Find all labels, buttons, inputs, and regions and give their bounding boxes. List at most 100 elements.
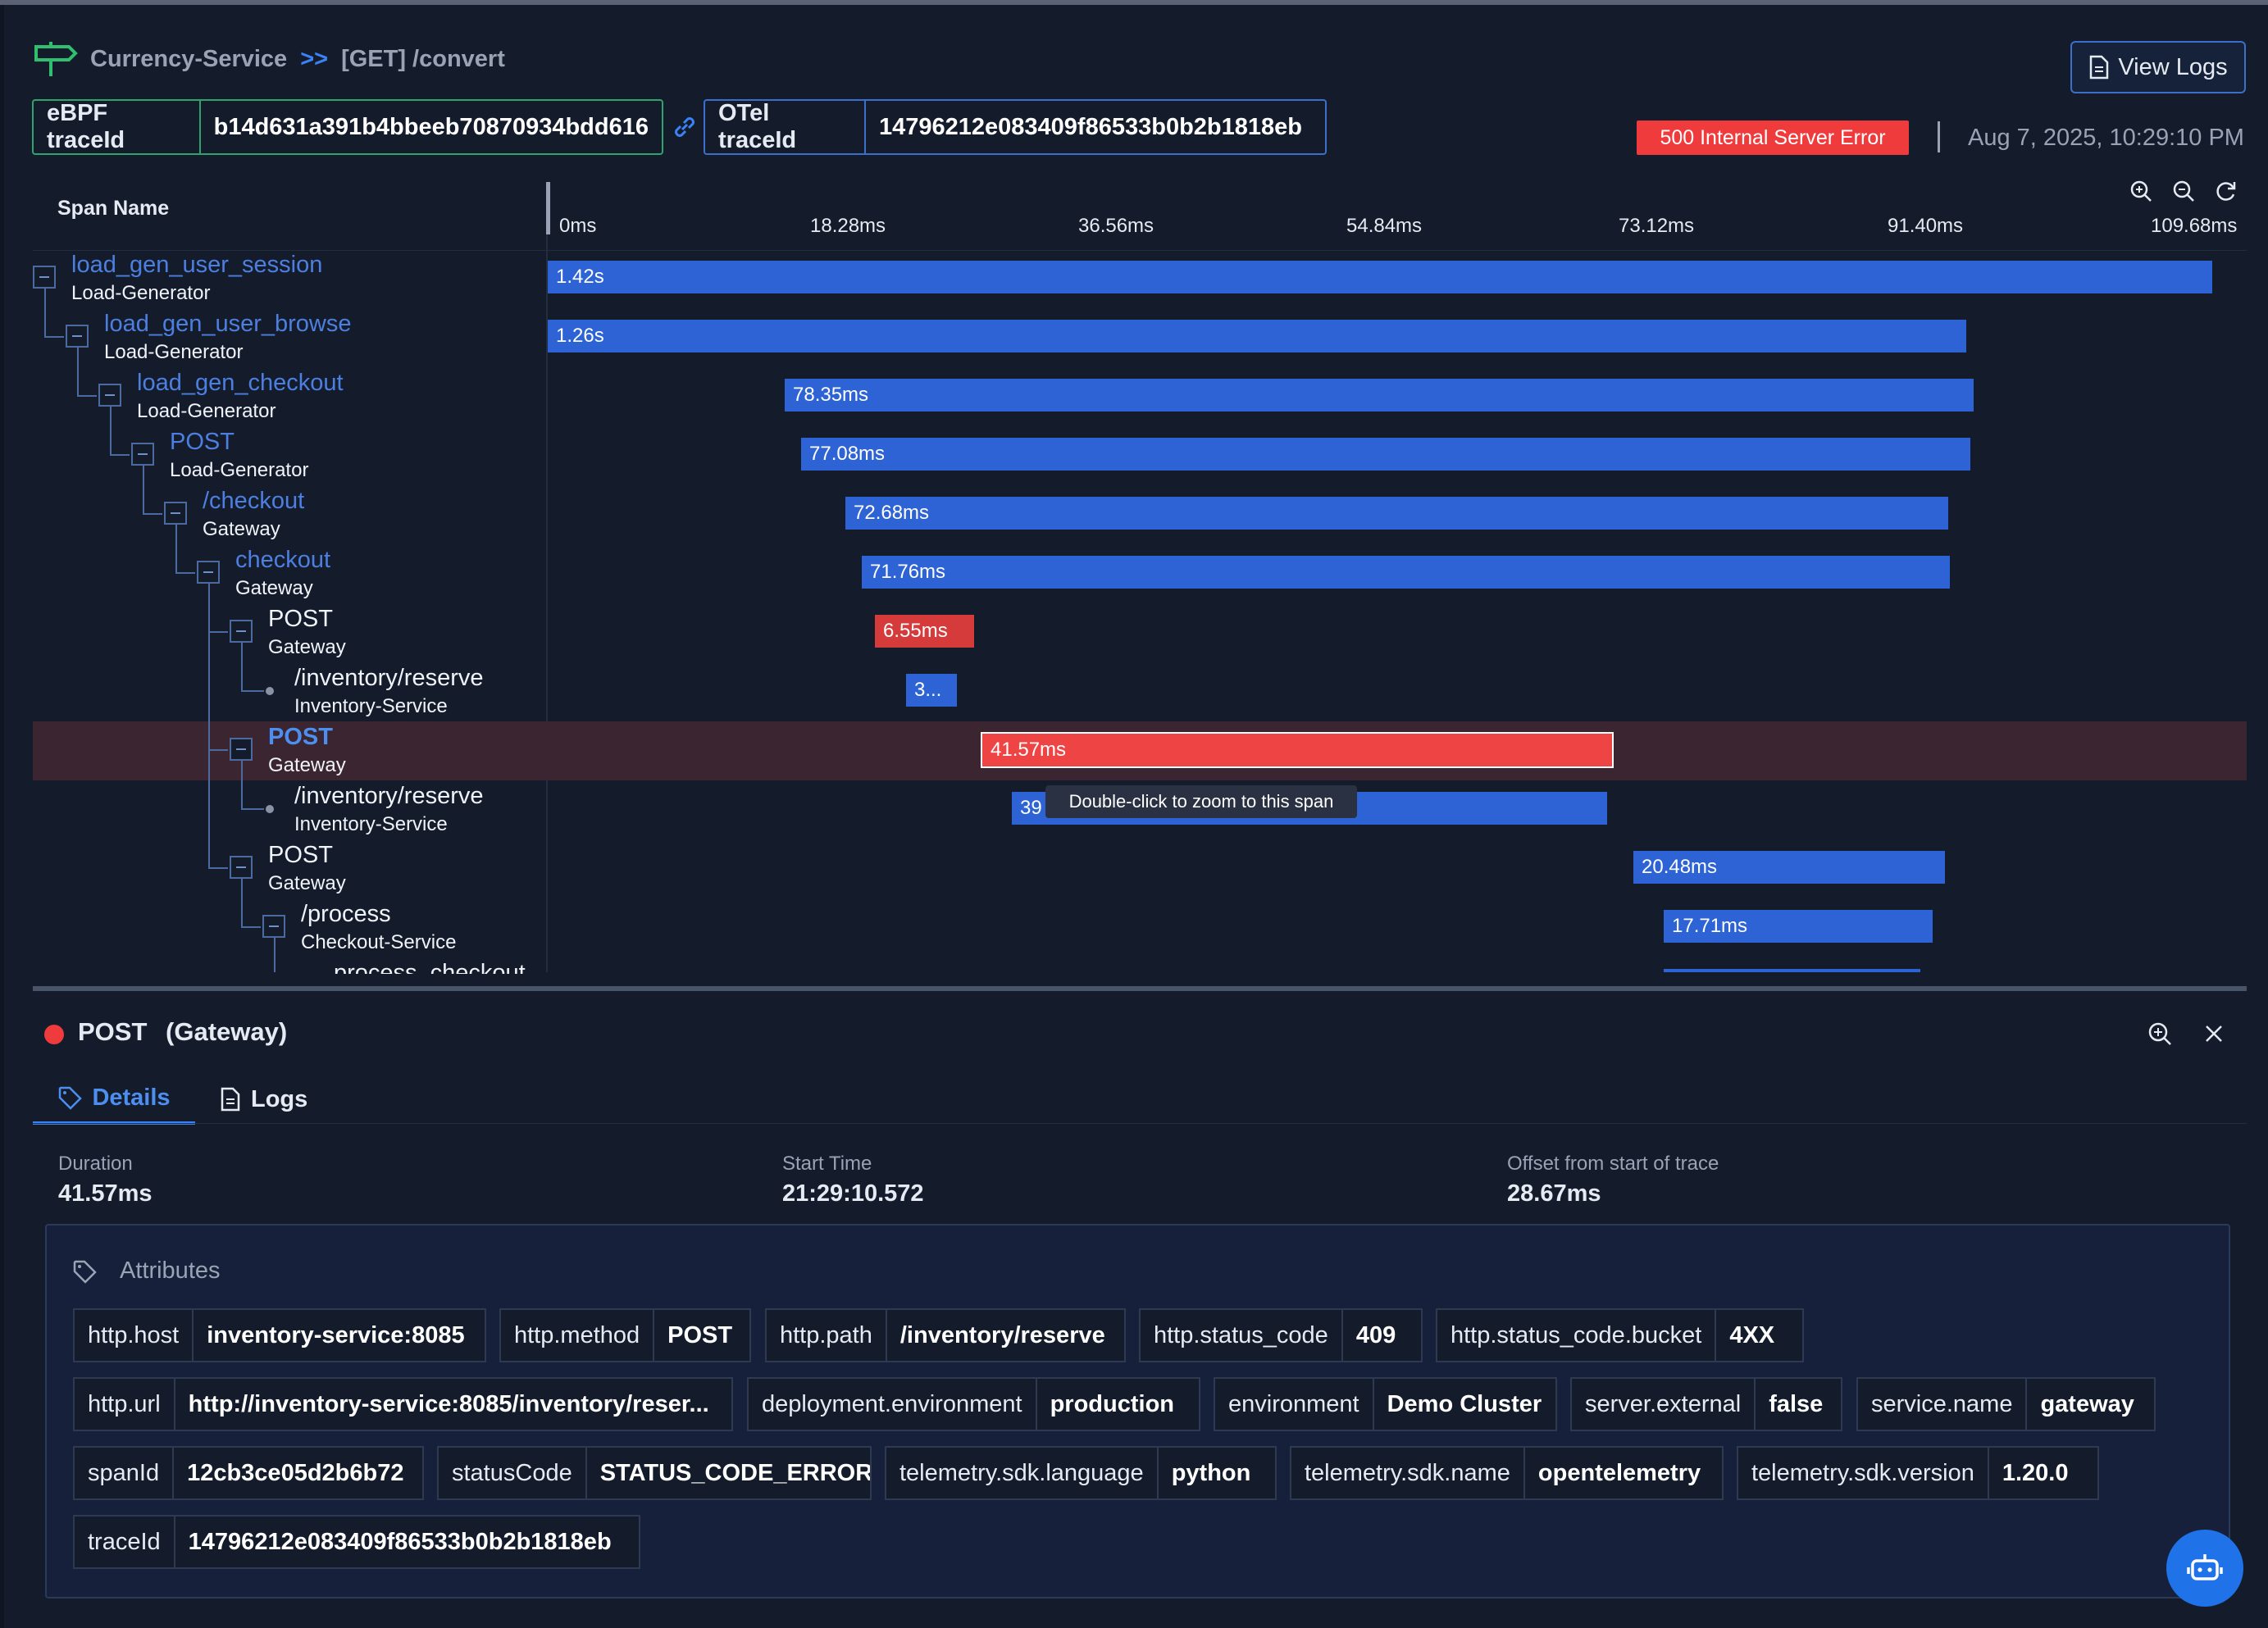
detail-span-name: POST — [78, 1017, 148, 1046]
attribute-key: environment — [1215, 1379, 1374, 1430]
timeline-tick: 73.12ms — [1619, 215, 1695, 237]
span-name[interactable]: /inventory/reserve — [294, 783, 484, 809]
otel-traceid-value[interactable]: 14796212e083409f86533b0b2b1818eb — [879, 113, 1302, 140]
attribute-chip[interactable]: server.external false — [1570, 1377, 1842, 1431]
timeline-zoom-controls — [2129, 179, 2238, 203]
robot-icon — [2187, 1554, 2223, 1580]
attribute-key: deployment.environment — [749, 1379, 1037, 1430]
zoom-in-icon[interactable] — [2129, 179, 2153, 203]
collapse-toggle[interactable] — [131, 443, 154, 466]
zoom-out-icon[interactable] — [2171, 179, 2196, 203]
attribute-chip[interactable]: http.status_code.bucket 4XX — [1436, 1308, 1804, 1362]
span-bar[interactable]: 71.76ms — [862, 556, 1950, 589]
span-name[interactable]: POST — [268, 606, 333, 632]
tab-logs[interactable]: Logs — [220, 1074, 307, 1125]
span-service: Gateway — [268, 636, 346, 658]
leaf-node-dot — [264, 685, 276, 697]
span-bar[interactable]: 6.55ms — [875, 615, 974, 648]
duration-label: Duration — [58, 1153, 133, 1175]
span-bar[interactable]: 77.08ms — [801, 438, 1970, 471]
header-divider — [1938, 121, 1940, 152]
collapse-toggle[interactable] — [230, 620, 253, 643]
attribute-chip[interactable]: http.host inventory-service:8085 — [73, 1308, 486, 1362]
attribute-key: service.name — [1858, 1379, 2028, 1430]
collapse-toggle[interactable] — [197, 561, 220, 584]
span-bar[interactable]: 1.26s — [548, 320, 1966, 352]
span-bar[interactable]: 72.68ms — [845, 497, 1948, 530]
collapse-toggle[interactable] — [230, 856, 253, 879]
collapse-toggle[interactable] — [230, 738, 253, 761]
collapse-toggle[interactable] — [33, 266, 56, 289]
span-name[interactable]: load_gen_checkout — [137, 370, 344, 396]
attribute-key: http.host — [75, 1310, 194, 1361]
span-bar[interactable]: 78.35ms — [785, 379, 1974, 412]
span-name[interactable]: POST — [268, 842, 333, 868]
selected-span-bar[interactable]: 41.57ms — [981, 732, 1614, 768]
otel-traceid[interactable]: OTel traceId 14796212e083409f86533b0b2b1… — [704, 99, 1327, 155]
span-detail-title: POST (Gateway) — [78, 1017, 287, 1047]
close-icon[interactable] — [2201, 1021, 2227, 1047]
attribute-chip[interactable]: service.name gateway — [1856, 1377, 2156, 1431]
span-name[interactable]: /process — [301, 901, 391, 927]
attribute-chip[interactable]: telemetry.sdk.version 1.20.0 — [1737, 1446, 2099, 1500]
attribute-chip[interactable]: http.status_code 409 — [1139, 1308, 1423, 1362]
span-bar[interactable]: 1.42s — [548, 261, 2212, 293]
span-service: Inventory-Service — [294, 695, 448, 717]
breadcrumb-service[interactable]: Currency-Service — [90, 45, 288, 72]
span-name[interactable]: process_checkout — [334, 960, 526, 974]
timeline-tick: 36.56ms — [1078, 215, 1154, 237]
attribute-chip[interactable]: spanId 12cb3ce05d2b6b72 — [73, 1446, 424, 1500]
view-logs-button[interactable]: View Logs — [2070, 41, 2246, 93]
span-service: Load-Generator — [71, 282, 211, 304]
attribute-chip[interactable]: telemetry.sdk.name opentelemetry — [1290, 1446, 1724, 1500]
span-name[interactable]: /checkout — [203, 488, 305, 514]
attribute-key: http.status_code — [1141, 1310, 1343, 1361]
offset-label: Offset from start of trace — [1507, 1153, 1719, 1175]
error-indicator — [44, 1025, 64, 1044]
attribute-value: 409 — [1355, 1321, 1396, 1348]
collapse-toggle[interactable] — [262, 915, 285, 938]
document-icon — [221, 1087, 240, 1112]
attribute-chip[interactable]: deployment.environment production — [747, 1377, 1200, 1431]
tabs-divider — [33, 1123, 2247, 1124]
span-name[interactable]: load_gen_user_session — [71, 252, 323, 278]
attribute-chip[interactable]: http.url http://inventory-service:8085/in… — [73, 1377, 733, 1431]
timeline-tick: 54.84ms — [1346, 215, 1423, 237]
link-icon[interactable] — [671, 113, 699, 141]
column-resize-handle[interactable] — [546, 182, 550, 234]
span-bar[interactable]: 17.71ms — [1664, 910, 1933, 943]
attribute-chip[interactable]: environment Demo Cluster — [1214, 1377, 1557, 1431]
attribute-value: http://inventory-service:8085/inventory/… — [188, 1390, 709, 1417]
ebpf-traceid-value[interactable]: b14d631a391b4bbeeb70870934bdd616 — [213, 113, 649, 140]
attribute-chip[interactable]: http.method POST — [499, 1308, 751, 1362]
span-bar[interactable]: 3... — [906, 674, 957, 707]
refresh-icon[interactable] — [2214, 179, 2238, 203]
span-name[interactable]: POST — [170, 429, 235, 455]
attribute-value: inventory-service:8085 — [207, 1321, 465, 1348]
attribute-value: gateway — [2040, 1390, 2134, 1417]
span-name[interactable]: load_gen_user_browse — [104, 311, 352, 337]
span-name[interactable]: /inventory/reserve — [294, 665, 484, 691]
attribute-key: http.url — [75, 1379, 175, 1430]
span-name[interactable]: checkout — [235, 547, 331, 573]
span-service: Load-Generator — [104, 341, 244, 363]
span-name[interactable]: POST — [268, 724, 333, 750]
span-name-header: Span Name — [57, 197, 170, 220]
ebpf-traceid[interactable]: eBPF traceId b14d631a391b4bbeeb70870934b… — [32, 99, 663, 155]
panel-resize-handle[interactable] — [33, 986, 2247, 991]
start-time-label: Start Time — [782, 1153, 872, 1175]
zoom-in-icon[interactable] — [2147, 1021, 2173, 1047]
collapse-toggle[interactable] — [98, 384, 121, 407]
collapse-toggle[interactable] — [164, 502, 187, 525]
attribute-chip[interactable]: statusCode STATUS_CODE_ERROR — [437, 1446, 872, 1500]
span-bar[interactable] — [1664, 969, 1920, 972]
attribute-value: 14796212e083409f86533b0b2b1818eb — [188, 1528, 612, 1555]
assistant-button[interactable] — [2166, 1530, 2243, 1607]
attribute-chip[interactable]: http.path/inventory/reserve — [765, 1308, 1126, 1362]
span-bar[interactable]: 20.48ms — [1633, 851, 1945, 884]
attribute-chip[interactable]: traceId 14796212e083409f86533b0b2b1818eb — [73, 1515, 640, 1569]
collapse-toggle[interactable] — [66, 325, 89, 348]
attribute-value: 12cb3ce05d2b6b72 — [187, 1459, 404, 1486]
attribute-chip[interactable]: telemetry.sdk.language python — [885, 1446, 1277, 1500]
tab-details[interactable]: Details — [33, 1074, 195, 1125]
